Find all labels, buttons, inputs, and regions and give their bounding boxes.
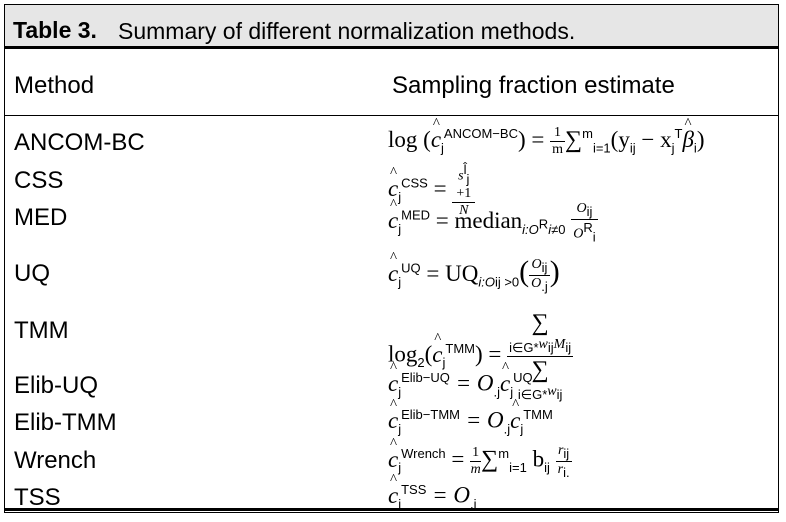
method-cell: TSS [14,484,61,511]
method-cell: Elib-UQ [14,372,99,399]
header-method: Method [14,72,95,99]
table-frame: Table 3. Summary of different normalizat… [4,4,779,513]
method-cell: Elib-TMM [14,409,117,436]
formula-elib-tmm: cjElib−TMM = O.jcjTMM [388,397,553,437]
formula-ancom-bc: log (cjANCOM−BC) = 1m∑mi=1(yij − xjTβi) [388,116,704,158]
table-title: Summary of different normalization metho… [118,18,576,44]
method-cell: TMM [14,317,69,344]
table-caption: Table 3. Summary of different normalizat… [5,5,778,46]
method-cell: ANCOM-BC [14,129,145,156]
method-cell: Wrench [14,447,97,474]
formula-css: cjCSS = sl̂j+1N [388,162,476,219]
method-cell: CSS [14,167,64,194]
formula-elib-uq: cjElib−UQ = O.jcjUQ [388,360,533,400]
table-number: Table 3. [13,17,97,43]
header-estimate: Sampling fraction estimate [392,72,675,99]
formula-tss: cjTSS = O.j [388,472,477,512]
method-cell: UQ [14,260,50,287]
header-rule [5,115,778,116]
formula-tmm: log2(cjTMM) = ∑i∈G*wijMij∑i∈G*wij [388,310,574,403]
top-rule [5,46,778,49]
method-cell: MED [14,204,68,231]
bottom-rule [5,508,778,511]
